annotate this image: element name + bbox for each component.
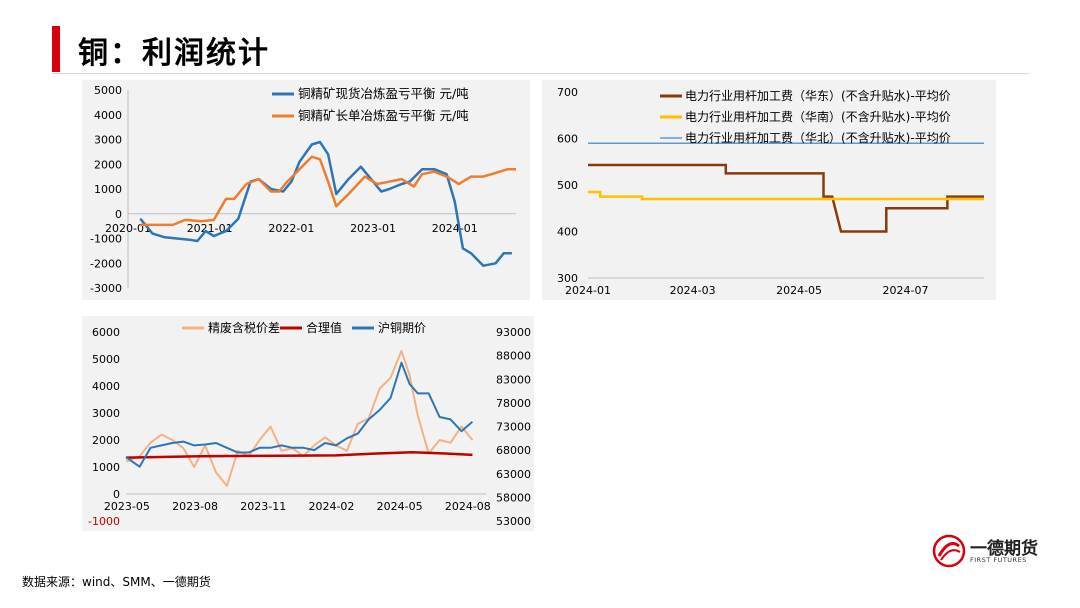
y-left-tick-label: 6000 bbox=[92, 326, 120, 339]
y-tick-label: -3000 bbox=[90, 282, 122, 295]
data-source-note: 数据来源：wind、SMM、一德期货 bbox=[22, 575, 211, 589]
legend-label-1: 铜精矿现货冶炼盈亏平衡 元/吨 bbox=[298, 86, 469, 101]
y-left-tick-label: -1000 bbox=[88, 515, 120, 528]
x-tick-label: 2024-08 bbox=[445, 500, 491, 513]
y-tick-label: 0 bbox=[115, 208, 122, 221]
y-right-tick-label: 73000 bbox=[496, 421, 531, 434]
y-right-tick-label: 58000 bbox=[496, 491, 531, 504]
y-left-tick-label: 1000 bbox=[92, 461, 120, 474]
series-line-2 bbox=[125, 450, 473, 459]
x-tick-label: 2022-01 bbox=[268, 222, 314, 235]
y-left-tick-label: 2000 bbox=[92, 434, 120, 447]
x-tick-label: 2023-01 bbox=[350, 222, 396, 235]
y-tick-label: -2000 bbox=[90, 257, 122, 270]
y-left-tick-label: 3000 bbox=[92, 407, 120, 420]
y-right-tick-label: 88000 bbox=[496, 350, 531, 363]
chart-panel-smelting-profit: -3000 -2000 -1000 0 1000 2000 3000 4000 5000 2020… bbox=[82, 80, 530, 300]
legend-label-2: 电力行业用杆加工费（华南）(不含升贴水)-平均价 bbox=[685, 109, 951, 124]
chart-rod-processing-fee: 300 400 500 600 700 2024-01 2024-03 2024-05 2024… bbox=[557, 86, 984, 297]
legend-label-1: 电力行业用杆加工费（华东）(不含升贴水)-平均价 bbox=[685, 88, 951, 103]
legend-label-3: 沪铜期价 bbox=[378, 320, 426, 335]
y-tick-label: 4000 bbox=[94, 109, 122, 122]
logo-name: 一德期货 bbox=[970, 539, 1038, 559]
y-left-tick-label: 0 bbox=[113, 488, 120, 501]
x-tick-label: 2023-05 bbox=[104, 500, 150, 513]
y-right-tick-label: 93000 bbox=[496, 326, 531, 339]
company-logo: 一德期货 FIRST FUTURES bbox=[932, 532, 1042, 572]
legend-label-1: 精废含税价差 bbox=[208, 320, 280, 335]
x-tick-label: 2024-05 bbox=[776, 284, 822, 297]
y-right-tick-label: 78000 bbox=[496, 397, 531, 410]
x-tick-label: 2024-07 bbox=[883, 284, 929, 297]
series-line-1 bbox=[588, 163, 984, 233]
series-line-2 bbox=[140, 155, 516, 227]
x-tick-label: 2023-08 bbox=[172, 500, 218, 513]
series-line-1 bbox=[139, 140, 512, 267]
series-line-1 bbox=[125, 349, 474, 487]
y-tick-label: -1000 bbox=[90, 233, 122, 246]
chart-panel-refined-scrap-spread: -1000 0 1000 2000 3000 4000 5000 6000 53000 58000… bbox=[82, 316, 534, 531]
x-tick-label: 2023-11 bbox=[240, 500, 286, 513]
chart-refined-scrap-spread: -1000 0 1000 2000 3000 4000 5000 6000 53000 58000… bbox=[88, 320, 531, 528]
chart-panel-rod-processing-fee: 300 400 500 600 700 2024-01 2024-03 2024-05 2024… bbox=[542, 80, 996, 300]
x-tick-label: 2021-01 bbox=[187, 222, 233, 235]
y-left-tick-label: 5000 bbox=[92, 353, 120, 366]
title-accent-bar bbox=[52, 26, 60, 72]
y-tick-label: 400 bbox=[557, 226, 578, 239]
legend-label-2: 铜精矿长单冶炼盈亏平衡 元/吨 bbox=[298, 108, 469, 123]
y-tick-label: 1000 bbox=[94, 183, 122, 196]
x-tick-label: 2024-05 bbox=[377, 500, 423, 513]
y-right-tick-label: 83000 bbox=[496, 373, 531, 386]
logo-subtitle: FIRST FUTURES bbox=[970, 556, 1027, 564]
y-tick-label: 2000 bbox=[94, 158, 122, 171]
legend-label-2: 合理值 bbox=[306, 320, 342, 335]
x-tick-label: 2024-03 bbox=[670, 284, 716, 297]
y-right-tick-label: 53000 bbox=[496, 515, 531, 528]
x-tick-label: 2024-02 bbox=[308, 500, 354, 513]
y-tick-label: 5000 bbox=[94, 84, 122, 97]
y-tick-label: 500 bbox=[557, 179, 578, 192]
y-tick-label: 700 bbox=[557, 86, 578, 99]
logo-emblem-icon bbox=[932, 534, 966, 568]
x-tick-label: 2020-01 bbox=[105, 222, 151, 235]
y-tick-label: 600 bbox=[557, 133, 578, 146]
y-tick-label: 3000 bbox=[94, 134, 122, 147]
series-line-3 bbox=[125, 361, 474, 468]
y-tick-label: 300 bbox=[557, 272, 578, 285]
x-tick-label: 2024-01 bbox=[565, 284, 611, 297]
series-line-2 bbox=[588, 190, 984, 201]
legend-label-3: 电力行业用杆加工费（华北）(不含升贴水)-平均价 bbox=[685, 130, 951, 145]
header-divider bbox=[52, 73, 1030, 74]
x-tick-label: 2024-01 bbox=[432, 222, 478, 235]
page-title: 铜：利润统计 bbox=[78, 36, 270, 71]
y-right-tick-label: 68000 bbox=[496, 444, 531, 457]
y-left-tick-label: 4000 bbox=[92, 380, 120, 393]
chart-smelting-profit: -3000 -2000 -1000 0 1000 2000 3000 4000 5000 2020… bbox=[90, 84, 516, 295]
y-right-tick-label: 63000 bbox=[496, 468, 531, 481]
